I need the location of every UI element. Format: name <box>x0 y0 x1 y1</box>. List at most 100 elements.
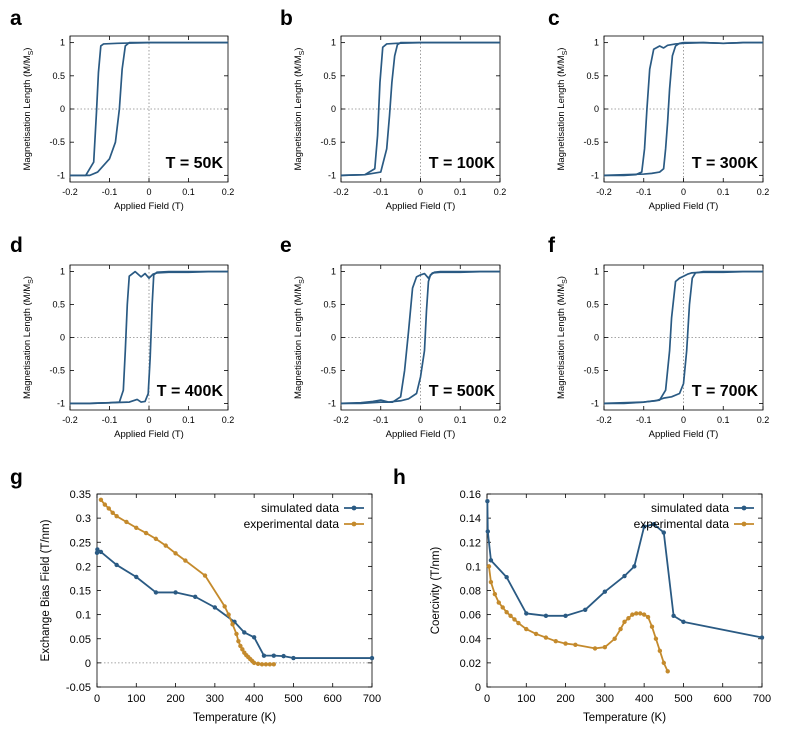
y-axis-label-end: ) <box>556 276 567 279</box>
data-point-experimental-data <box>602 644 608 650</box>
data-point-simulated-data <box>261 653 267 658</box>
legend-label: experimental data <box>634 517 730 531</box>
data-point-experimental-data <box>230 622 235 627</box>
x-tick-label: 0.1 <box>182 187 195 197</box>
x-tick-label: 0.2 <box>494 187 507 197</box>
data-point-experimental-data <box>106 506 111 511</box>
x-tick-label: 600 <box>714 693 732 705</box>
x-tick-label: 100 <box>127 693 145 705</box>
x-tick-label: 0.1 <box>454 415 467 425</box>
temperature-label: T = 50K <box>166 155 224 172</box>
data-point-experimental-data <box>516 620 521 626</box>
series-line-ascending <box>70 41 228 177</box>
y-tick-label: 1 <box>60 38 65 48</box>
y-axis-label-main: Magnetisation Length (M/M <box>293 284 304 399</box>
data-point-simulated-data <box>485 499 490 504</box>
data-point-simulated-data <box>95 547 100 552</box>
x-tick-label: 0 <box>681 187 686 197</box>
data-point-experimental-data <box>267 662 273 667</box>
y-axis-label-subscript: S <box>299 50 306 55</box>
y-axis-label-main: Coercivity (T/nm) <box>430 547 442 635</box>
x-tick-label: 300 <box>206 693 224 705</box>
data-point-simulated-data <box>524 611 529 616</box>
data-point-experimental-data <box>486 564 492 569</box>
y-tick-label: -1 <box>328 398 336 408</box>
y-tick-label: 0.5 <box>52 71 65 81</box>
data-point-simulated-data <box>504 575 509 580</box>
data-point-simulated-data <box>661 530 666 535</box>
data-point-experimental-data <box>618 626 623 632</box>
data-point-experimental-data <box>492 591 498 597</box>
data-point-simulated-data <box>114 562 119 568</box>
x-axis-label: Applied Field (T) <box>649 201 719 212</box>
y-axis-label-main: Magnetisation Length (M/M <box>22 55 33 170</box>
y-axis-label-end: ) <box>22 276 33 279</box>
x-tick-label: 0.2 <box>222 187 235 197</box>
data-point-simulated-data <box>134 574 139 580</box>
y-axis-label: Magnetisation Length (M/MS) <box>22 276 35 399</box>
data-point-simulated-data <box>602 589 608 594</box>
legend-label: experimental data <box>244 517 340 531</box>
x-tick-label: 400 <box>245 693 263 705</box>
x-axis-label: Applied Field (T) <box>649 429 719 440</box>
y-tick-label: -0.5 <box>320 365 336 375</box>
y-tick-label: -0.5 <box>583 137 599 147</box>
x-tick-label: 0.1 <box>717 187 730 197</box>
data-point-experimental-data <box>524 626 529 632</box>
y-axis-label-subscript: S <box>299 279 306 284</box>
data-point-experimental-data <box>500 605 505 610</box>
data-point-experimental-data <box>641 612 647 617</box>
x-axis-label: Applied Field (T) <box>386 429 456 440</box>
y-tick-label: 0.05 <box>70 634 91 646</box>
data-point-experimental-data <box>238 643 243 649</box>
y-axis-label-end: ) <box>22 48 33 51</box>
data-point-experimental-data <box>645 614 651 620</box>
data-point-experimental-data <box>661 660 666 666</box>
data-point-simulated-data <box>173 590 178 595</box>
x-axis-label: Applied Field (T) <box>386 201 456 212</box>
data-point-simulated-data <box>153 590 159 595</box>
y-tick-label: 0.16 <box>460 489 481 501</box>
data-point-simulated-data <box>291 655 296 661</box>
data-point-simulated-data <box>543 613 549 619</box>
legend-marker <box>351 521 357 527</box>
x-tick-label: 0.2 <box>757 187 770 197</box>
x-tick-label: 700 <box>753 693 771 705</box>
series-line-simulated-data <box>96 548 372 659</box>
data-point-experimental-data <box>251 660 257 666</box>
y-tick-label: 0.5 <box>323 300 336 310</box>
data-point-experimental-data <box>622 619 627 625</box>
x-tick-label: 0 <box>418 415 423 425</box>
x-tick-label: 600 <box>324 693 342 705</box>
y-tick-label: 0.02 <box>460 658 481 670</box>
series-line-ascending <box>603 270 763 405</box>
panel-letter: e <box>280 234 292 257</box>
x-tick-label: 500 <box>284 693 302 705</box>
data-point-experimental-data <box>496 600 501 605</box>
data-point-experimental-data <box>173 551 178 556</box>
data-point-experimental-data <box>102 502 108 507</box>
y-tick-label: 0.5 <box>52 300 65 310</box>
data-point-experimental-data <box>240 647 245 652</box>
panel-e: -0.2 -0.1 0 0.1 0.2 -1 -0.5 0 0.5 1 Applied Field … <box>280 234 506 440</box>
x-tick-label: 0.1 <box>182 415 195 425</box>
data-point-experimental-data <box>98 497 104 502</box>
data-point-experimental-data <box>626 616 631 621</box>
y-tick-label: 0 <box>331 104 336 114</box>
y-tick-label: 0 <box>594 104 599 114</box>
y-axis-label-main: Magnetisation Length (M/M <box>22 284 33 399</box>
x-tick-label: 0.1 <box>454 187 467 197</box>
y-tick-label: 1 <box>60 267 65 277</box>
y-axis-label-subscript: S <box>28 50 35 55</box>
y-tick-label: 0.35 <box>70 489 91 501</box>
data-point-simulated-data <box>622 573 627 579</box>
data-point-experimental-data <box>134 525 139 530</box>
x-tick-label: 0 <box>418 187 423 197</box>
temperature-label: T = 100K <box>429 155 496 172</box>
x-tick-label: -0.1 <box>373 187 389 197</box>
panel-letter: g <box>10 466 23 489</box>
data-point-experimental-data <box>649 624 655 629</box>
data-point-experimental-data <box>222 604 227 609</box>
y-tick-label: 1 <box>331 267 336 277</box>
